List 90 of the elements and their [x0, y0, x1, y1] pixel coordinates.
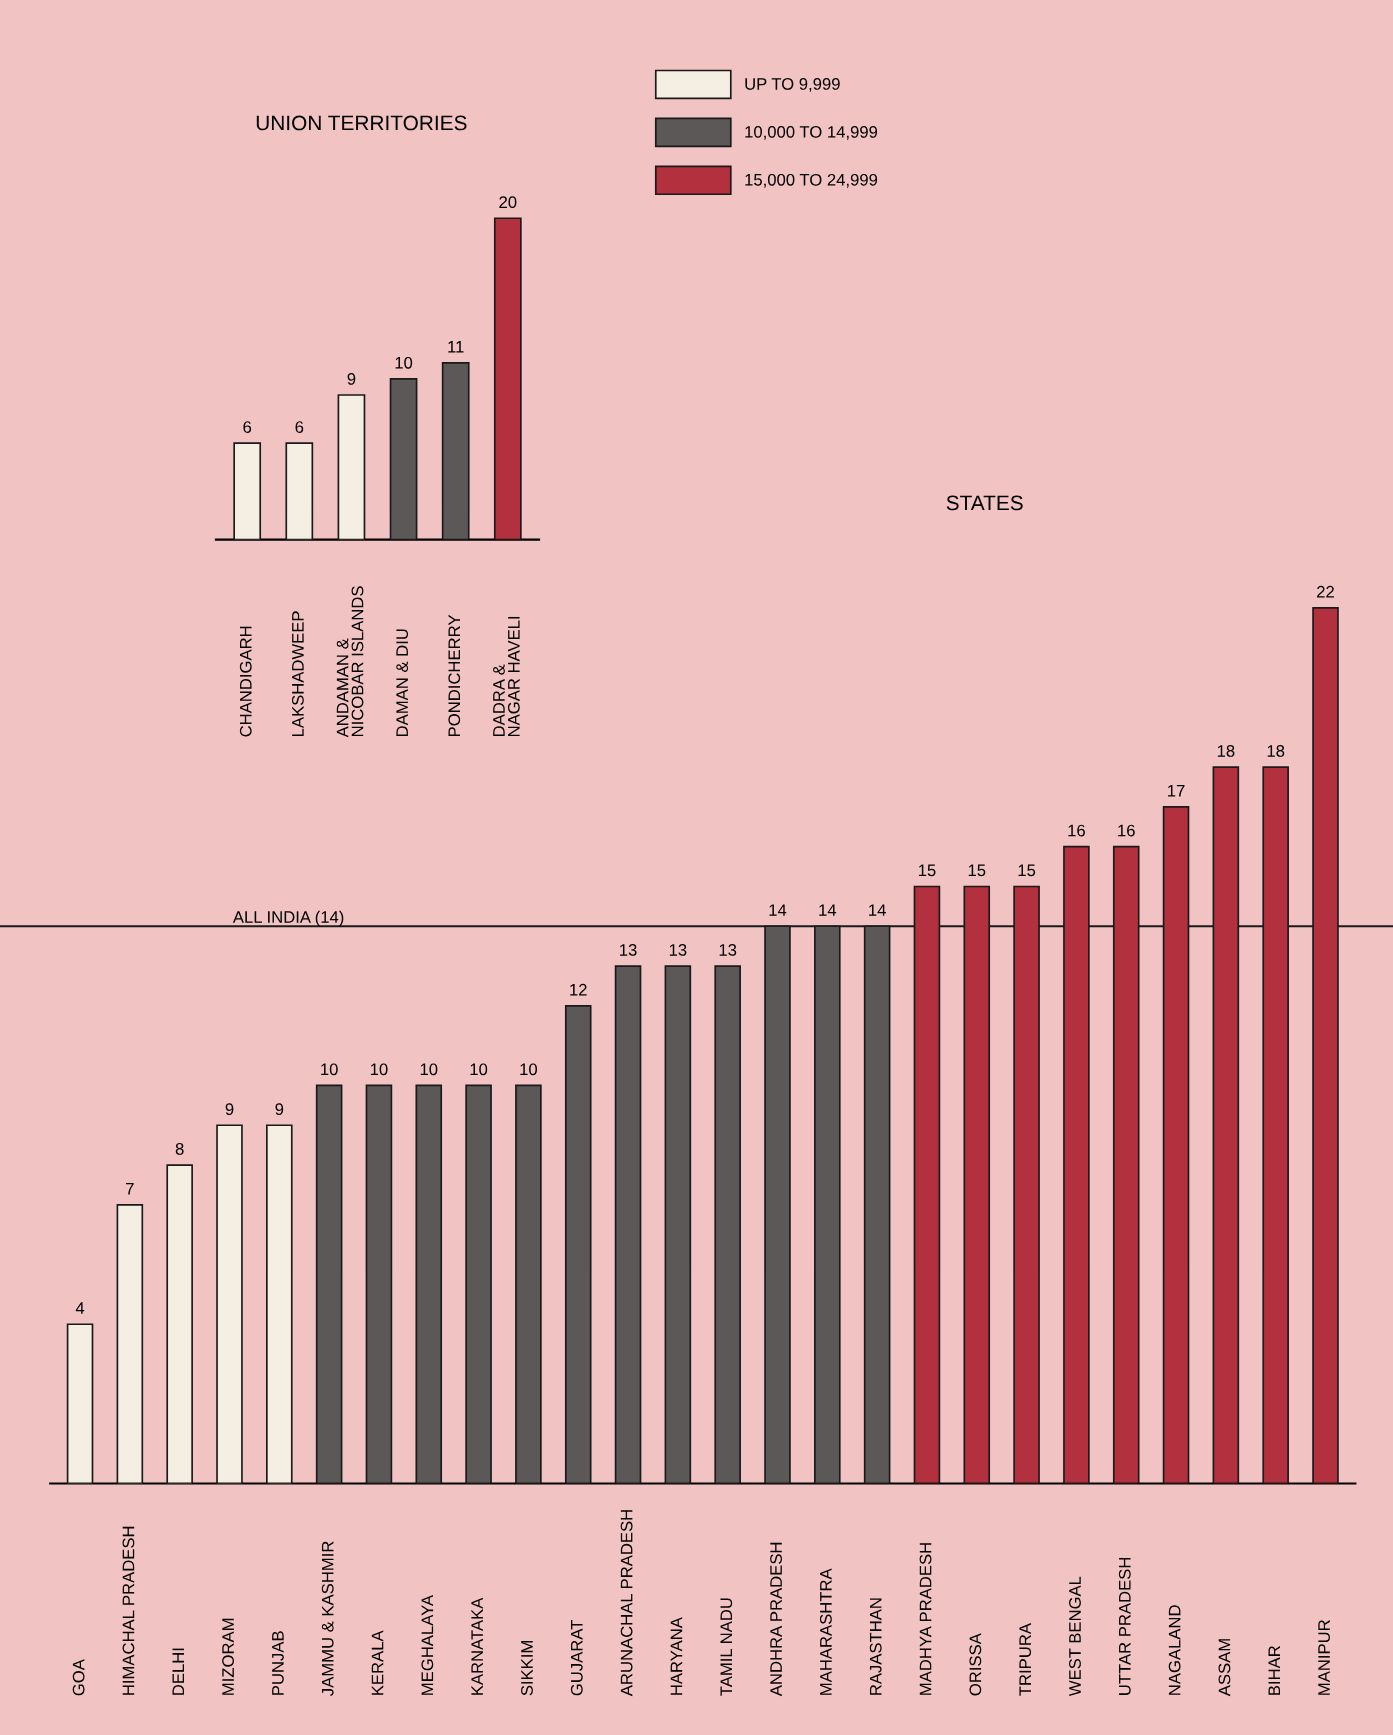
x-tick-label: ARUNACHAL PRADESH	[620, 1510, 633, 1697]
legend-label: 10,000 TO 14,999	[745, 125, 878, 140]
x-tick-label: HIMACHAL PRADESH	[122, 1526, 135, 1695]
bar	[315, 1084, 343, 1484]
data-label: 10	[520, 1063, 538, 1076]
chart-title: UNION TERRITORIES	[256, 115, 467, 131]
data-label: 13	[620, 944, 637, 956]
x-tick-label: MAHARASHTRA	[819, 1568, 832, 1695]
x-tick-label: ASSAM	[1218, 1639, 1231, 1697]
x-tick-label: WEST BENGAL	[1069, 1576, 1081, 1697]
bar	[285, 442, 314, 540]
x-tick-label: PONDICHERRY	[448, 614, 461, 737]
bar	[365, 1084, 393, 1484]
data-label: 22	[1317, 585, 1334, 598]
data-label: 14	[819, 904, 837, 916]
bar	[389, 378, 418, 540]
x-tick-label: TAMIL NADU	[720, 1598, 733, 1696]
bar	[465, 1084, 492, 1484]
x-tick-label: HARYANA	[670, 1617, 683, 1695]
bar	[216, 1124, 243, 1484]
ref-line-label: ALL INDIA (14)	[232, 910, 344, 927]
x-tick-label: NAGALAND	[1168, 1605, 1181, 1695]
data-label: 4	[75, 1302, 85, 1314]
data-label: 15	[1018, 864, 1036, 877]
x-tick-label: JAMMU & KASHMIR	[321, 1541, 334, 1696]
bar	[614, 965, 642, 1484]
bar	[415, 1084, 443, 1484]
x-tick-label: DELHI	[172, 1648, 184, 1695]
data-label: 10	[370, 1063, 388, 1076]
data-label: 7	[126, 1182, 134, 1195]
x-tick-label: SIKKIM	[521, 1641, 533, 1696]
bar	[564, 1005, 592, 1484]
data-label: 9	[225, 1103, 234, 1116]
data-label: 6	[295, 421, 304, 433]
data-label: 15	[918, 864, 936, 877]
x-tick-label: KERALA	[371, 1630, 384, 1695]
bar	[233, 442, 262, 540]
x-tick-label: CHANDIGARH	[239, 626, 252, 737]
x-tick-label: RAJASTHAN	[869, 1598, 882, 1695]
data-label: 11	[448, 341, 464, 353]
x-tick-label: UTTAR PRADESH	[1118, 1558, 1131, 1695]
legend-label: UP TO 9,999	[745, 78, 840, 92]
chart-title: STATES	[946, 495, 1023, 511]
x-tick-label: KARNATAKA	[471, 1597, 483, 1695]
data-label: 13	[669, 944, 687, 956]
legend-label: 15,000 TO 24,999	[745, 173, 878, 188]
x-tick-label: GOA	[72, 1659, 85, 1696]
x-tick-label: DAMAN & DIU	[396, 629, 409, 737]
data-label: 16	[1068, 824, 1085, 837]
x-tick-label: MIZORAM	[222, 1618, 234, 1695]
data-label: 15	[968, 864, 986, 877]
data-label: 20	[499, 196, 517, 209]
data-label: 14	[769, 904, 787, 916]
data-label: 6	[243, 421, 252, 433]
data-label: 10	[420, 1063, 438, 1076]
data-label: 12	[570, 983, 587, 996]
bar	[664, 965, 692, 1484]
bar	[441, 362, 470, 540]
data-label: 8	[175, 1143, 184, 1155]
data-label: 9	[275, 1103, 284, 1116]
data-label: 18	[1217, 745, 1235, 757]
x-tick-label: MEGHALAYA	[421, 1594, 434, 1695]
bar	[116, 1204, 144, 1484]
data-label: 18	[1267, 745, 1285, 757]
x-tick-label: MANIPUR	[1318, 1620, 1330, 1695]
x-tick-label: DADRA & NAGAR HAVELI	[493, 616, 520, 737]
x-tick-label: BIHAR	[1268, 1646, 1280, 1695]
bar	[493, 217, 522, 540]
data-label: 13	[719, 944, 737, 956]
bar	[714, 965, 741, 1484]
bar	[66, 1323, 94, 1484]
data-label: 17	[1168, 785, 1185, 797]
data-label: 9	[347, 372, 356, 385]
x-tick-label: ANDAMAN & NICOBAR ISLANDS	[336, 586, 364, 738]
data-label: 14	[869, 904, 886, 916]
x-tick-label: ANDHRA PRADESH	[770, 1542, 782, 1697]
bar	[266, 1124, 293, 1484]
x-tick-label: GUJARAT	[570, 1620, 583, 1696]
data-label: 10	[321, 1063, 338, 1076]
bar	[166, 1164, 193, 1484]
x-tick-label: TRIPURA	[1019, 1623, 1032, 1696]
data-label: 16	[1118, 824, 1135, 837]
x-tick-label: ORISSA	[969, 1633, 982, 1696]
x-tick-label: PUNJAB	[272, 1631, 284, 1695]
bar	[515, 1084, 542, 1484]
data-label: 10	[395, 356, 413, 369]
bar	[337, 394, 366, 540]
data-label: 10	[470, 1063, 488, 1076]
x-tick-label: MADHYA PRADESH	[919, 1543, 932, 1695]
x-tick-label: LAKSHADWEEP	[291, 611, 304, 737]
